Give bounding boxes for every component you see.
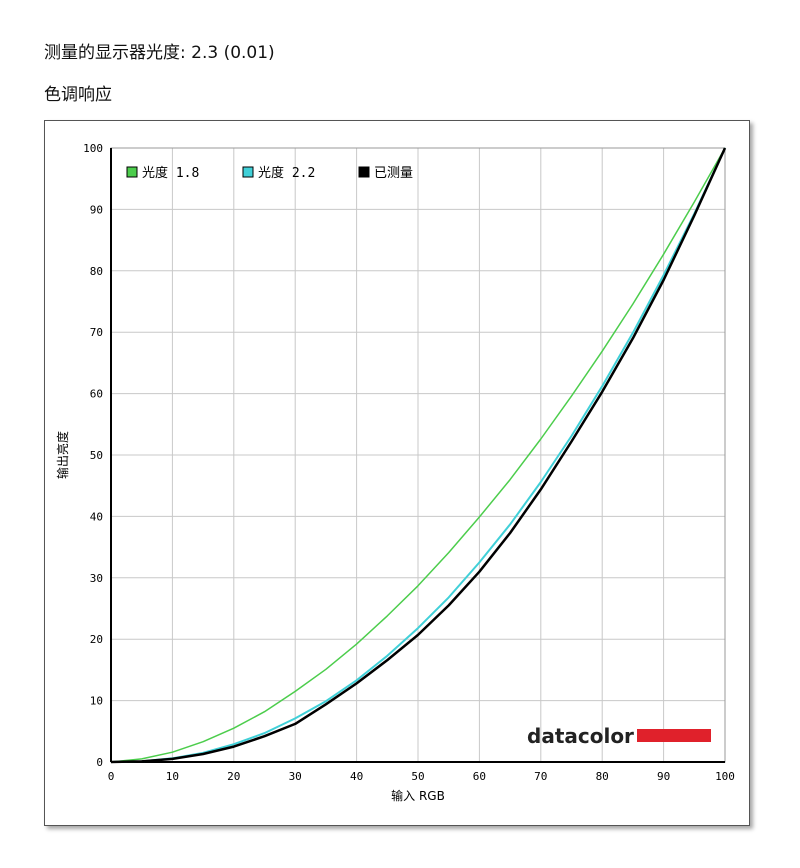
y-tick-label: 50 [90, 449, 103, 462]
series-lines [110, 147, 727, 764]
y-tick-label: 10 [90, 695, 103, 708]
legend-swatch-1 [242, 166, 254, 178]
measured-gamma-text: 测量的显示器光度: 2.3 (0.01) [44, 43, 275, 63]
y-tick-label: 100 [83, 142, 103, 155]
x-tick-label: 70 [534, 770, 547, 783]
y-tick-label: 70 [90, 326, 103, 339]
x-tick-label: 100 [715, 770, 735, 783]
y-tick-label: 30 [90, 572, 103, 585]
chart-frame: 0 10 20 30 40 50 60 70 80 90 100 0 10 20 30 40 50 60 70 80 9… [44, 120, 750, 826]
x-axis-label: 输入 RGB [391, 788, 445, 803]
y-tick-label: 60 [90, 388, 103, 401]
x-tick-label: 80 [596, 770, 609, 783]
logo-bar [637, 729, 711, 742]
x-tick-label: 50 [411, 770, 424, 783]
legend: 光度 1.8 光度 2.2 已测量 [126, 165, 413, 181]
series-line-2 [110, 147, 727, 764]
x-tick-label: 0 [108, 770, 115, 783]
x-tick-label: 30 [289, 770, 302, 783]
x-tick-label: 20 [227, 770, 240, 783]
y-tick-label: 0 [96, 756, 103, 769]
series-line-0 [110, 147, 726, 763]
tick-labels: 0 10 20 30 40 50 60 70 80 90 100 0 10 20 30 40 50 60 70 80 9… [83, 142, 735, 783]
section-title: 色调响应 [44, 85, 112, 105]
y-tick-label: 90 [90, 203, 103, 216]
logo-text: datacolor [527, 724, 634, 748]
x-tick-label: 40 [350, 770, 363, 783]
y-tick-label: 40 [90, 510, 103, 523]
legend-label-2: 已测量 [374, 166, 413, 181]
legend-label-1: 光度 2.2 [258, 165, 315, 181]
y-axis-label: 输出亮度 [55, 431, 70, 479]
x-tick-label: 10 [166, 770, 179, 783]
x-tick-label: 60 [473, 770, 486, 783]
grid [110, 147, 726, 763]
series-line-1 [110, 147, 726, 763]
x-tick-label: 90 [657, 770, 670, 783]
y-tick-label: 20 [90, 633, 103, 646]
legend-swatch-2 [358, 166, 370, 178]
datacolor-logo: datacolor [527, 724, 711, 748]
tone-response-chart: 0 10 20 30 40 50 60 70 80 90 100 0 10 20 30 40 50 60 70 80 9… [55, 142, 735, 803]
y-tick-label: 80 [90, 265, 103, 278]
legend-label-0: 光度 1.8 [142, 165, 199, 181]
legend-swatch-0 [126, 166, 138, 178]
